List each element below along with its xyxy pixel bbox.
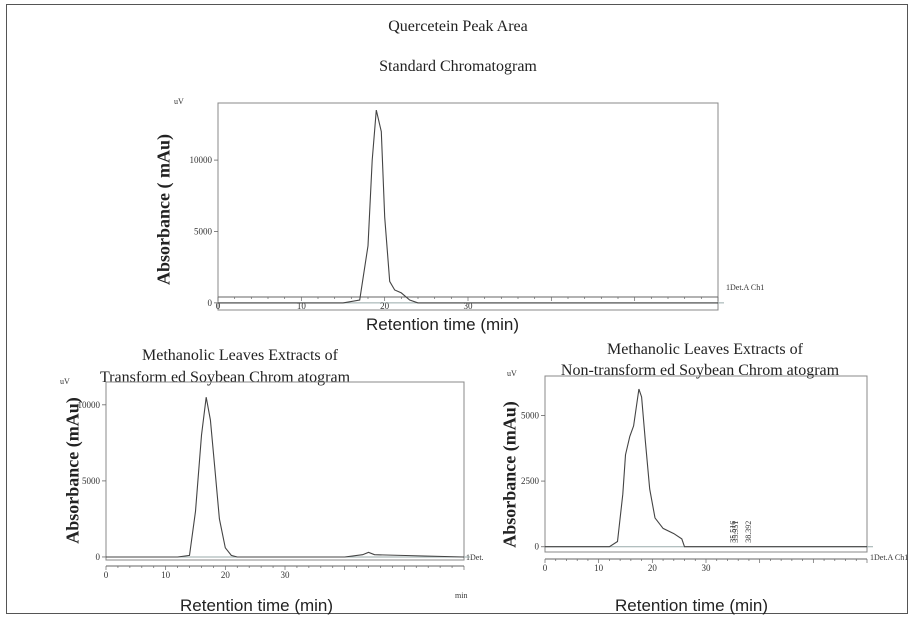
nontransformed-y-unit: uV [507,369,517,378]
transformed-x-tick-label: 20 [221,570,231,580]
transformed-x-end-label: min [455,591,467,600]
standard-detector-label: 1Det.A Ch1 [726,283,764,292]
nontransformed-x-tick-label: 30 [702,563,712,573]
nontransformed-x-tick-label: 20 [648,563,658,573]
standard-series-line-0 [218,109,718,304]
transformed-plot-frame [105,381,465,561]
standard-x-tick-label: 10 [297,301,307,311]
transformed-chromatogram-plot: uV 1Det. min 0 10 20 30 0 5000 10000 [60,377,484,600]
transformed-y-tick-label: 10000 [78,400,101,410]
nontransformed-chromatogram-plot: uV 1Det.A Ch1 0 10 20 30 0 2500 5000 35.51635.9… [507,369,908,573]
standard-y-unit: uV [174,97,184,106]
figure-frame [6,4,908,614]
standard-chromatogram-plot: uV 1Det.A Ch1 0 10 20 30 0 5000 10000 [174,97,764,311]
transformed-y-label: Absorbance (mAu) [62,397,83,544]
standard-y-tick-label: 10000 [190,155,213,165]
nontransformed-title-line-1: Methanolic Leaves Extracts of [607,341,803,358]
nontransformed-peak-label: 35.516 [729,521,738,543]
transformed-y-tick-label: 5000 [82,476,101,486]
standard-x-tick-label: 30 [464,301,474,311]
figure-title: Quercetein Peak Area [388,18,528,35]
standard-plot-frame [217,102,719,311]
transformed-x-tick-label: 0 [104,570,109,580]
nontransformed-title-line-2: Non-transform ed Soybean Chrom atogram [560,362,840,379]
nontransformed-peak-label: 38.392 [744,521,753,543]
standard-x-tick-label: 20 [380,301,390,311]
transformed-title-line-1: Methanolic Leaves Extracts of [142,347,338,364]
standard-y-tick-label: 5000 [194,226,213,236]
transformed-series-line-0 [106,397,465,558]
nontransformed-y-tick-label: 0 [535,542,540,552]
transformed-x-tick-label: 30 [281,570,291,580]
nontransformed-series-line-0 [545,388,867,548]
transformed-detector-label: 1Det. [466,553,484,562]
nontransformed-plot-frame [544,375,868,553]
transformed-x-label: Retention time (min) [180,596,334,615]
nontransformed-y-tick-label: 5000 [521,410,540,420]
standard-y-tick-label: 0 [208,298,213,308]
nontransformed-peak-label: 35.951 [731,521,740,543]
standard-x-tick-label: 0 [216,301,221,311]
standard-chart-title: Standard Chromatogram [379,58,537,75]
transformed-y-tick-label: 0 [96,552,101,562]
standard-y-label: Absorbance ( mAu) [153,134,174,285]
standard-x-label: Retention time (min) [366,315,520,334]
nontransformed-x-tick-label: 10 [594,563,604,573]
nontransformed-detector-label: 1Det.A Ch1 [870,553,908,562]
transformed-y-unit: uV [60,377,70,386]
nontransformed-x-tick-label: 0 [543,563,548,573]
nontransformed-y-tick-label: 2500 [521,476,540,486]
transformed-x-tick-label: 10 [161,570,171,580]
nontransformed-x-label: Retention time (min) [615,596,769,615]
nontransformed-y-label: Absorbance (mAu) [499,401,520,548]
